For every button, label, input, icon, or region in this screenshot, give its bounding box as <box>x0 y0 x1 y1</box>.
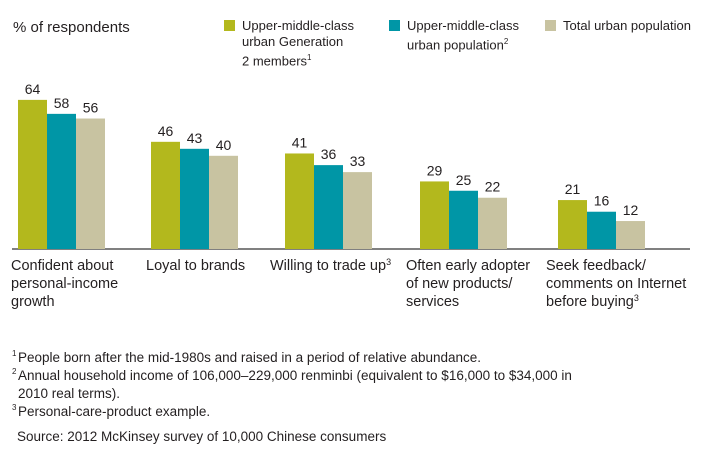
data-label: 43 <box>187 130 203 146</box>
footnote-1: 1 People born after the mid-1980s and rai… <box>12 349 692 367</box>
data-label: 12 <box>623 202 639 218</box>
data-label: 64 <box>25 81 41 97</box>
footnotes: 1 People born after the mid-1980s and rai… <box>12 349 692 421</box>
data-label: 33 <box>350 153 366 169</box>
bar <box>18 99 47 249</box>
legend-swatch <box>545 20 556 31</box>
category-label: Seek feedback/ <box>546 258 647 274</box>
bar <box>209 155 238 249</box>
footnote-mark: 3 <box>386 257 391 267</box>
footnote-mark: 1 <box>12 349 17 358</box>
bar <box>180 148 209 249</box>
bar <box>616 221 645 249</box>
footnote-text: Annual household income of 106,000–229,0… <box>18 368 572 383</box>
footnote-2: 2 Annual household income of 106,000–229,… <box>12 367 692 385</box>
bar <box>587 211 616 249</box>
footnote-mark: 3 <box>12 403 17 412</box>
bar <box>478 197 507 249</box>
source-note: Source: 2012 McKinsey survey of 10,000 C… <box>17 429 387 444</box>
category-label: comments on Internet <box>546 276 686 292</box>
legend-swatch <box>224 20 235 31</box>
bar <box>343 172 372 249</box>
data-label: 56 <box>83 100 99 116</box>
bar <box>449 190 478 249</box>
data-label: 46 <box>158 123 174 139</box>
footnote-3: 3 Personal-care-product example. <box>12 403 692 421</box>
bar <box>285 153 314 249</box>
data-label: 36 <box>321 146 337 162</box>
bar <box>420 181 449 249</box>
footnote-mark: 2 <box>12 367 17 376</box>
data-label: 29 <box>427 162 443 178</box>
data-label: 41 <box>292 134 308 150</box>
category-label: Often early adopter <box>406 258 530 274</box>
category-label: of new products/ <box>406 276 513 292</box>
category-label: Confident about <box>11 258 113 274</box>
legend-label: Upper-middle-class urban Generation 2 memb… <box>242 18 354 69</box>
bar <box>76 118 105 250</box>
category-label: services <box>406 294 459 310</box>
data-label: 58 <box>54 95 70 111</box>
category-label: Loyal to brands <box>146 258 245 274</box>
data-label: 22 <box>485 179 501 195</box>
category-label: Willing to trade up3 <box>270 257 391 274</box>
category-label: personal-income <box>11 276 118 292</box>
category-label: growth <box>11 294 55 310</box>
legend-label: Upper-middle-class urban population2 <box>407 18 519 53</box>
data-label: 21 <box>565 181 581 197</box>
legend-label: Total urban population <box>563 18 691 33</box>
bar <box>47 113 76 249</box>
bar <box>151 141 180 249</box>
footnote-2-continuation: 2010 real terms). <box>18 386 121 401</box>
data-label: 40 <box>216 137 232 153</box>
footnote-text: Personal-care-product example. <box>18 404 211 419</box>
data-label: 16 <box>594 193 610 209</box>
category-label: before buying3 <box>546 293 639 310</box>
bar <box>558 200 587 249</box>
bar <box>314 165 343 249</box>
legend-swatch <box>389 20 400 31</box>
y-axis-label: % of respondents <box>13 19 130 36</box>
footnote-mark: 3 <box>634 293 639 303</box>
footnote-text: People born after the mid-1980s and rais… <box>18 350 482 365</box>
data-label: 25 <box>456 172 472 188</box>
